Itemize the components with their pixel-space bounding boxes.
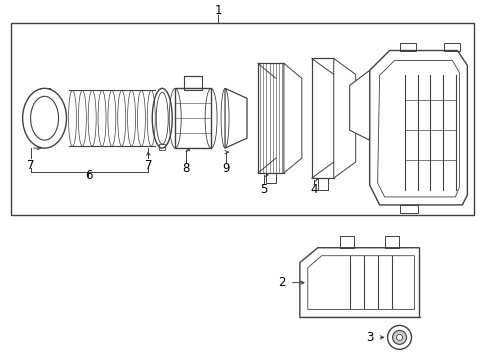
Polygon shape <box>333 58 355 178</box>
Text: 4: 4 <box>309 184 317 197</box>
Text: 1: 1 <box>214 4 222 17</box>
Ellipse shape <box>387 325 411 349</box>
Text: 6: 6 <box>84 168 92 181</box>
Text: 2: 2 <box>278 276 285 289</box>
Ellipse shape <box>396 334 402 340</box>
Bar <box>175 88 211 148</box>
Polygon shape <box>369 50 467 205</box>
Text: 5: 5 <box>260 184 267 197</box>
Bar <box>11 23 473 215</box>
Bar <box>399 205 417 213</box>
Bar <box>339 236 353 248</box>
Bar <box>399 42 415 50</box>
Bar <box>384 236 398 248</box>
Polygon shape <box>299 248 419 318</box>
Polygon shape <box>311 58 333 178</box>
Polygon shape <box>349 71 369 140</box>
Bar <box>159 144 165 150</box>
Polygon shape <box>224 88 246 148</box>
Bar <box>184 76 202 90</box>
Polygon shape <box>284 63 301 173</box>
Text: 3: 3 <box>365 331 372 344</box>
Text: 8: 8 <box>182 162 189 175</box>
Bar <box>444 42 459 50</box>
Ellipse shape <box>392 330 406 345</box>
Text: 7: 7 <box>144 158 152 172</box>
Text: 7: 7 <box>27 158 34 172</box>
Text: 9: 9 <box>222 162 229 175</box>
Polygon shape <box>258 63 284 173</box>
